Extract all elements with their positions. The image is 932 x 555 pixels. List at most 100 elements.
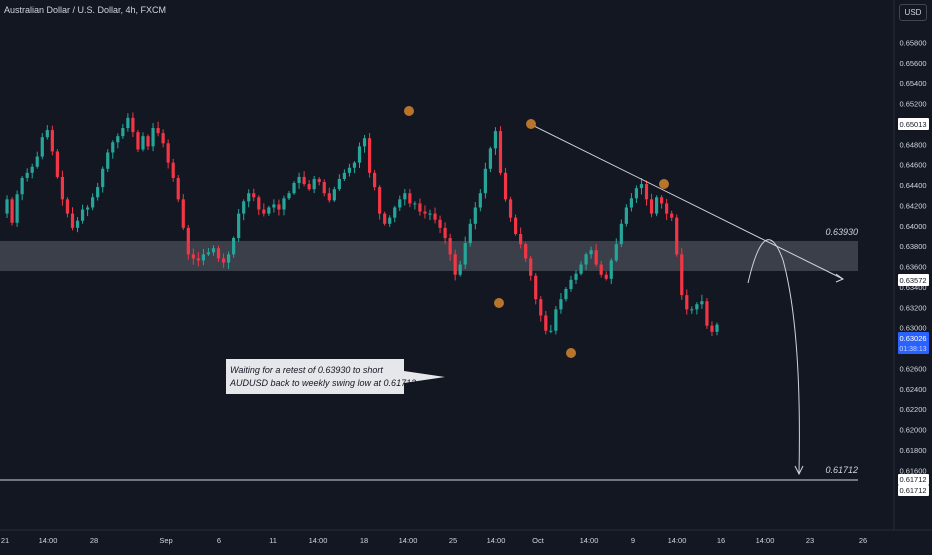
candle-body — [649, 199, 654, 214]
candle-body — [438, 219, 442, 228]
target-tag-b — [898, 485, 929, 496]
y-tick-label: 0.64200 — [899, 201, 926, 210]
candle-body — [493, 131, 498, 149]
x-tick-label: Oct — [532, 536, 545, 545]
candle-body — [242, 201, 246, 214]
candle-body — [45, 130, 49, 138]
x-tick-label: 16 — [717, 536, 725, 545]
pivot-marker — [526, 119, 536, 129]
candle-body — [665, 203, 669, 214]
last-price-text: 0.63026 — [899, 334, 926, 343]
candle-body — [685, 295, 689, 310]
y-tick-label: 0.63400 — [899, 283, 926, 292]
trendline-arrowhead — [835, 273, 845, 283]
high-marker-text: 0.65013 — [899, 120, 926, 129]
y-tick-label: 0.63800 — [899, 242, 926, 251]
price-axis[interactable]: 0.658000.656000.654000.652000.650000.648… — [899, 38, 926, 495]
callout[interactable]: Waiting for a retest of 0.63930 to short… — [226, 359, 445, 394]
pivot-marker — [494, 298, 504, 308]
candle-body — [544, 315, 548, 331]
y-tick-label: 0.63000 — [899, 324, 926, 333]
x-tick-label: 23 — [806, 536, 814, 545]
currency-button[interactable]: USD — [899, 4, 927, 21]
y-tick-label: 0.62600 — [899, 364, 926, 373]
candle-body — [589, 250, 593, 255]
candle-body — [247, 193, 251, 202]
symbol-title: Australian Dollar / U.S. Dollar, 4h, FXC… — [4, 5, 167, 15]
time-axis[interactable]: 21 14:00 28 Sep 6 11 14:00 18 14:00 25 14:00 Oct 14:… — [1, 536, 867, 545]
resistance-zone[interactable] — [0, 241, 858, 271]
candle-body — [40, 137, 44, 157]
candle-body — [453, 254, 457, 275]
candle-body — [705, 301, 709, 326]
candle-body — [161, 133, 165, 144]
candles-group — [5, 112, 719, 337]
trendline[interactable] — [531, 124, 844, 280]
projection-arrowhead — [794, 465, 804, 476]
candle-body — [171, 162, 175, 178]
candle-body — [297, 176, 301, 184]
candle-body — [513, 217, 518, 234]
candle-body — [503, 172, 508, 200]
candle-body — [473, 207, 477, 224]
candle-body — [201, 254, 206, 261]
y-tick-label: 0.64600 — [899, 161, 926, 170]
candle-body — [60, 176, 65, 200]
y-tick-label: 0.65400 — [899, 79, 926, 88]
x-tick-label: 28 — [90, 536, 98, 545]
x-tick-label: 21 — [1, 536, 9, 545]
candle-body — [5, 199, 9, 214]
candle-body — [478, 193, 482, 208]
candle-body — [529, 258, 533, 276]
candle-body — [413, 203, 417, 205]
candle-body — [35, 156, 39, 167]
candle-body — [106, 152, 110, 169]
callout-line-2: AUDUSD back to weekly swing low at 0.617… — [229, 378, 416, 388]
candle-body — [141, 136, 145, 150]
y-tick-label: 0.65200 — [899, 100, 926, 109]
candle-body — [96, 187, 100, 198]
candle-body — [539, 299, 543, 316]
candle-body — [221, 258, 226, 263]
pivot-marker — [566, 348, 576, 358]
y-tick-label: 0.62000 — [899, 426, 926, 435]
candle-body — [252, 193, 256, 198]
candle-body — [191, 254, 195, 259]
x-tick-label: 14:00 — [399, 536, 418, 545]
candle-body — [614, 244, 618, 261]
x-tick-label: 14:00 — [39, 536, 58, 545]
x-tick-label: 18 — [360, 536, 368, 545]
x-tick-label: 14:00 — [668, 536, 687, 545]
projection-path[interactable] — [747, 239, 800, 474]
candle-body — [564, 288, 568, 300]
candle-body — [357, 146, 362, 163]
candle-body — [257, 197, 261, 210]
candle-body — [418, 203, 422, 212]
candle-body — [644, 184, 649, 200]
candle-body — [383, 213, 387, 224]
candle-body — [624, 207, 628, 224]
candle-body — [91, 197, 95, 208]
y-tick-label: 0.61600 — [899, 466, 926, 475]
x-tick-label: 26 — [859, 536, 867, 545]
candle-body — [337, 178, 341, 190]
candle-body — [695, 304, 699, 310]
candle-body — [559, 299, 563, 310]
last-price-tag — [898, 332, 929, 354]
y-tick-label: 0.65600 — [899, 59, 926, 68]
candle-body — [373, 172, 377, 188]
pivot-marker — [659, 179, 669, 189]
high-marker-tag — [898, 118, 929, 130]
candle-body — [448, 238, 452, 255]
candle-body — [403, 193, 407, 200]
candle-body — [131, 117, 135, 133]
candle-body — [156, 128, 160, 134]
candle-body — [121, 128, 125, 137]
candle-body — [80, 209, 85, 221]
x-tick-label: 14:00 — [756, 536, 775, 545]
x-tick-label: Sep — [159, 536, 172, 545]
candle-body — [322, 182, 326, 194]
